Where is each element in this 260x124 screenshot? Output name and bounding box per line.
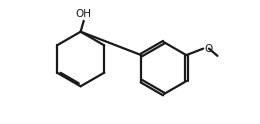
Text: OH: OH bbox=[76, 9, 92, 19]
Text: O: O bbox=[205, 44, 213, 54]
